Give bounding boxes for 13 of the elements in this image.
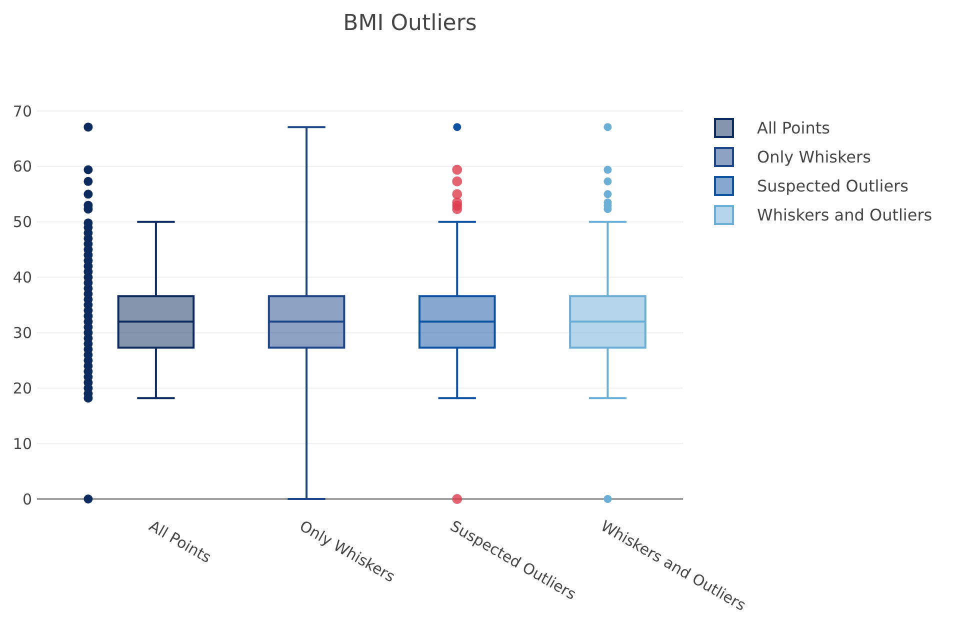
y-tick-label: 30: [12, 324, 32, 342]
y-tick-label: 40: [12, 268, 32, 287]
y-tick-label: 60: [12, 158, 32, 176]
y-tick-label: 0: [22, 490, 32, 508]
chart-title: BMI Outliers: [343, 11, 477, 36]
legend-label: Suspected Outliers: [757, 176, 908, 196]
y-tick-label: 10: [12, 434, 32, 453]
legend-label: Only Whiskers: [757, 148, 871, 167]
y-tick-label: 20: [12, 379, 32, 398]
y-tick-label: 70: [12, 102, 32, 120]
legend-label: All Points: [757, 118, 830, 138]
y-tick-label: 50: [12, 213, 32, 232]
legend-label: Whiskers and Outliers: [757, 206, 932, 225]
